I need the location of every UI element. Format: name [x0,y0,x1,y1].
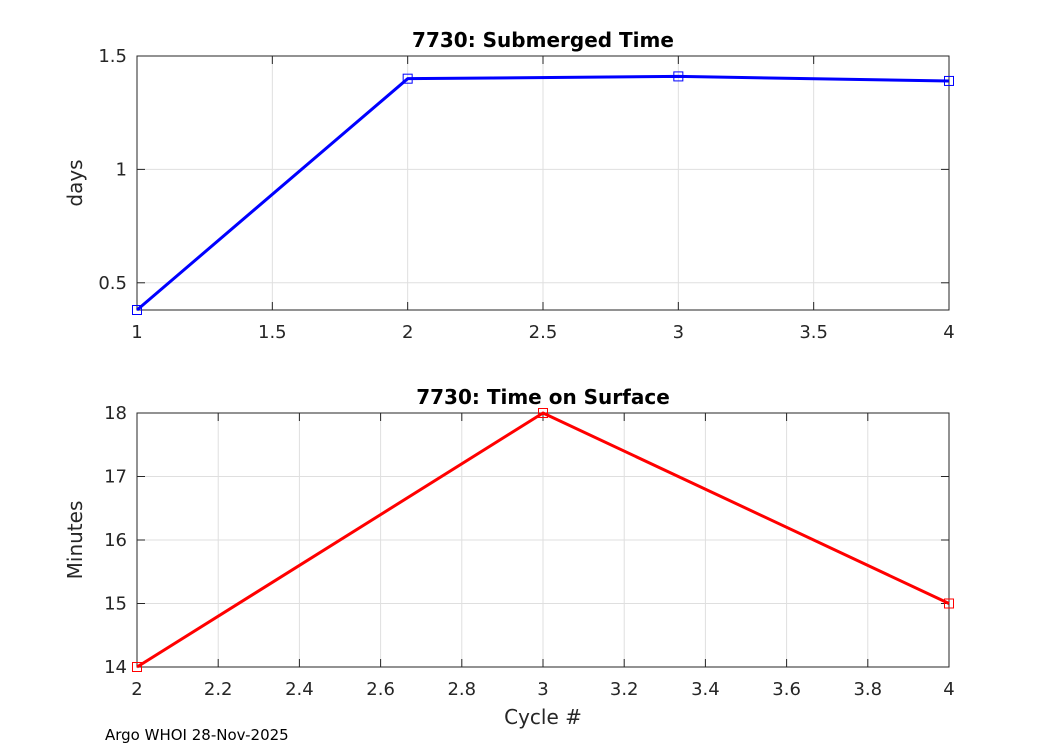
submerged-y-tick-label: 1.5 [98,46,127,67]
submerged-y-axis-label: days [63,159,87,206]
surface-x-tick-label: 2 [131,679,142,700]
submerged-x-tick-label: 4 [943,322,954,343]
surface-data-point [132,662,142,672]
surface-series-line [136,411,950,669]
surface-y-tick-label: 16 [104,530,127,551]
surface-y-tick-label: 14 [104,657,127,678]
footer-text: Argo WHOI 28-Nov-2025 [105,726,289,744]
surface-y-tick-label: 18 [104,403,127,424]
surface-x-tick-label: 3.4 [691,679,720,700]
surface-y-tick-label: 15 [104,594,127,615]
surface-y-axis-label: Minutes [63,501,87,580]
surface-x-tick-label: 4 [943,679,954,700]
submerged-x-tick-label: 3 [673,322,684,343]
surface-x-tick-label: 2.4 [285,679,314,700]
surface-y-tick-label: 17 [104,467,127,488]
submerged-y-tick-label: 0.5 [98,273,127,294]
surface-data-point [538,408,548,418]
surface-x-tick-label: 3 [537,679,548,700]
surface-data-point [944,598,954,609]
submerged-y-tick-label: 1 [116,159,127,180]
surface-x-tick-label: 2.8 [447,679,476,700]
surface-x-tick-label: 2.6 [366,679,395,700]
submerged-plot-title: 7730: Submerged Time [412,28,674,52]
submerged-x-tick-label: 1 [131,322,142,343]
submerged-data-point [132,305,142,315]
submerged-data-point [944,75,954,86]
surface-x-tick-label: 3.2 [610,679,639,700]
submerged-x-tick-label: 2.5 [529,322,558,343]
submerged-x-tick-label: 1.5 [258,322,287,343]
submerged-x-tick-label: 2 [402,322,413,343]
submerged-time-plot: 1 1.5 2 2.5 3 3.5 4 0.5 1 1.5 7730: Submerged Time… [63,28,955,343]
surface-x-tick-label: 2.2 [204,679,233,700]
surface-plot-title: 7730: Time on Surface [416,385,670,409]
surface-x-axis-label: Cycle # [504,705,582,729]
submerged-data-point [402,73,413,84]
submerged-data-point [673,71,684,82]
submerged-x-tick-label: 3.5 [799,322,828,343]
submerged-series-line [136,74,950,312]
surface-x-tick-label: 3.6 [772,679,801,700]
surface-x-tick-label: 3.8 [853,679,882,700]
surface-time-plot: 2 2.2 2.4 2.6 2.8 3 3.2 3.4 3.6 3.8 4 14 15 16 17 18 773… [63,385,955,729]
